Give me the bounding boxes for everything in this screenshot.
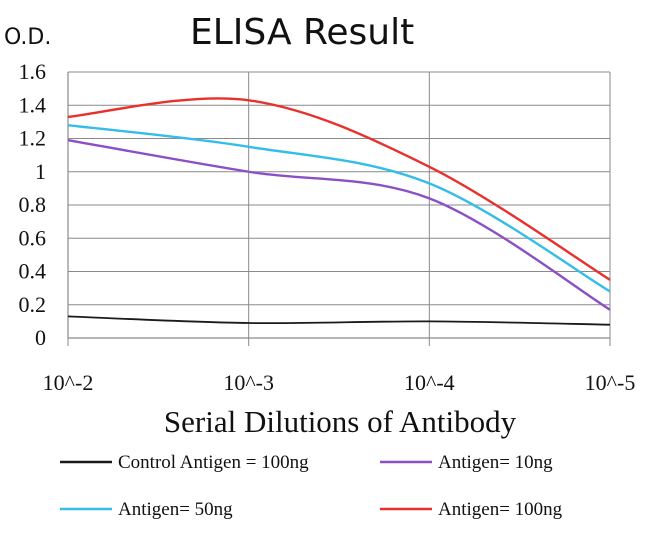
series-line-4 xyxy=(67,97,611,281)
x-tick-label: 10^-5 xyxy=(585,370,636,395)
grid-lines xyxy=(67,71,611,346)
legend-label: Antigen= 50ng xyxy=(118,499,233,520)
series-line-3 xyxy=(67,124,611,293)
legend-label: Control Antigen = 100ng xyxy=(118,452,309,473)
y-tick-label: 0.2 xyxy=(19,292,47,317)
x-tick-label: 10^-3 xyxy=(223,370,274,395)
x-axis-label: Serial Dilutions of Antibody xyxy=(164,404,517,439)
y-axis-label: O.D. xyxy=(4,25,51,50)
series-line-1 xyxy=(67,315,611,326)
y-tick-label: 0.6 xyxy=(19,225,47,250)
legend: Control Antigen = 100ng Antigen= 10ng Anti… xyxy=(60,452,563,520)
series-line-2 xyxy=(67,138,611,311)
y-tick-label: 0.4 xyxy=(19,259,47,284)
x-tick-labels: 10^-2 10^-3 10^-4 10^-5 xyxy=(43,370,636,395)
legend-label: Antigen= 100ng xyxy=(438,499,563,520)
y-tick-label: 1.6 xyxy=(19,59,47,84)
legend-label: Antigen= 10ng xyxy=(438,452,553,473)
y-tick-labels: 0 0.2 0.4 0.6 0.8 1 1.2 1.4 1.6 xyxy=(19,59,47,350)
x-tick-label: 10^-4 xyxy=(404,370,455,395)
y-tick-label: 0 xyxy=(35,325,46,350)
x-tick-label: 10^-2 xyxy=(43,370,94,395)
series-lines xyxy=(67,97,611,326)
y-tick-label: 1.4 xyxy=(19,92,47,117)
y-tick-label: 0.8 xyxy=(19,192,47,217)
y-tick-label: 1.2 xyxy=(19,126,47,151)
y-tick-label: 1 xyxy=(35,159,46,184)
chart-title: ELISA Result xyxy=(190,12,414,53)
